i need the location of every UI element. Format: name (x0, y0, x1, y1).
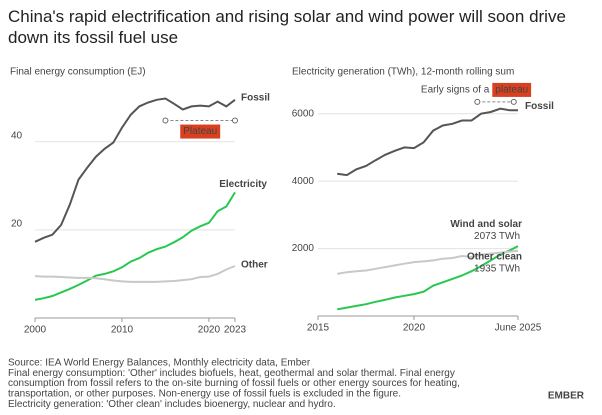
x-tick-label: 2000 (24, 325, 47, 336)
highlight-box (180, 124, 221, 139)
highlight-box (492, 82, 532, 97)
logo: EMBER (548, 391, 585, 402)
series-line (337, 249, 519, 275)
footnote: Source: IEA World Energy Balances, Month… (8, 358, 311, 369)
series-line (337, 107, 518, 177)
series-line (34, 97, 236, 243)
y-tick-label: 4000 (292, 176, 315, 187)
series-line (34, 265, 236, 283)
footnote: consumption from fossil refers to the on… (8, 378, 460, 389)
x-tick-label: June 2025 (495, 323, 542, 334)
value-label: 1935 TWh (474, 263, 520, 274)
annotation-end (232, 117, 238, 124)
x-tick-label: 2020 (198, 325, 221, 336)
annotation-highlight: Plateau (183, 126, 217, 137)
footnote: transportation, or other purposes. Non-e… (8, 389, 401, 400)
series-label: Wind and solar (450, 219, 522, 230)
annotation-end (510, 98, 517, 105)
series-line (34, 191, 236, 301)
annotation-text: Early signs of a (421, 85, 490, 96)
value-label: 2073 TWh (474, 231, 520, 242)
page-title: China's rapid electrification and rising… (8, 7, 566, 47)
y-tick-label: 20 (11, 218, 23, 229)
footnote: Electricity generation: 'Other clean' in… (8, 399, 336, 410)
annotation-end (474, 98, 481, 105)
x-tick-label: 2020 (403, 323, 426, 334)
annotation-highlight: plateau (495, 85, 528, 96)
y-tick-label: 6000 (292, 108, 315, 119)
x-tick-label: 2023 (224, 325, 247, 336)
y-tick-label: 2000 (292, 243, 315, 254)
panel-title: Final energy consumption (EJ) (10, 67, 146, 78)
y-tick-label: 40 (11, 130, 23, 141)
footnote: Final energy consumption: 'Other' includ… (8, 368, 455, 379)
x-tick-label: 2010 (111, 325, 134, 336)
panel-title: Electricity generation (TWh), 12-month r… (292, 67, 514, 78)
series-label: Fossil (241, 92, 270, 103)
series-label: Electricity (219, 179, 267, 190)
x-tick-label: 2015 (307, 323, 330, 334)
series-label: Other (241, 260, 268, 271)
annotation-end (162, 117, 169, 124)
series-line (337, 245, 519, 311)
series-label: Other clean (467, 251, 522, 262)
series-label: Fossil (525, 101, 554, 112)
